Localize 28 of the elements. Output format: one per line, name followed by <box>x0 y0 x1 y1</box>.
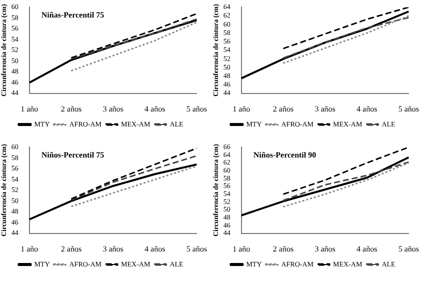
text: Niñas-Percentil 75 <box>41 10 104 20</box>
line-series <box>282 7 410 50</box>
line-series <box>70 22 198 72</box>
x-tick-label: 3 años <box>314 104 336 114</box>
x-tick-label: 1 año <box>20 244 38 254</box>
x-tick-label: 2 años <box>272 244 294 254</box>
x-tick-label: 5 años <box>398 244 420 254</box>
x-tick-label: 3 años <box>314 244 336 254</box>
x-tick-label: 5 años <box>186 104 208 114</box>
text: Niños-Percentil 75 <box>41 150 104 160</box>
line-series <box>282 161 410 202</box>
x-tick-label: 5 años <box>398 104 420 114</box>
x-tick-label: 4 años <box>144 244 166 254</box>
x-tick-label: 4 años <box>356 244 378 254</box>
x-tick-label: 1 año <box>232 104 250 114</box>
line-series <box>282 162 410 208</box>
text: Niños-Percentil 90 <box>253 150 316 160</box>
x-tick-label: 5 años <box>186 244 208 254</box>
x-tick-label: 2 años <box>60 244 82 254</box>
x-tick-label: 1 año <box>20 104 38 114</box>
x-tick-label: 3 años <box>102 244 124 254</box>
x-tick-label: 2 años <box>60 104 82 114</box>
x-tick-label: 4 años <box>356 104 378 114</box>
line-series <box>70 165 198 208</box>
x-tick-label: 4 años <box>144 104 166 114</box>
x-tick-label: 1 año <box>232 244 250 254</box>
x-tick-label: 2 años <box>272 104 294 114</box>
x-tick-label: 3 años <box>102 104 124 114</box>
